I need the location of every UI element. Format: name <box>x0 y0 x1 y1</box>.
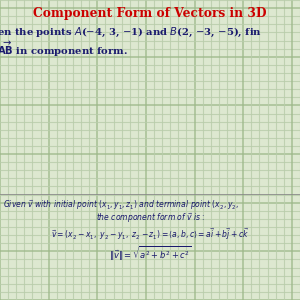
Text: $\|\vec{v}\| = \sqrt{a^2 + b^2 + c^2}$: $\|\vec{v}\| = \sqrt{a^2 + b^2 + c^2}$ <box>109 244 191 263</box>
Text: en the points $\mathbf{\mathit{A}}$($-$4, 3, $-$1) and $\mathbf{\mathit{B}}$(2, : en the points $\mathbf{\mathit{A}}$($-$4… <box>0 26 262 38</box>
Text: $the\ component\ form\ of\ \vec{v}\ is:$: $the\ component\ form\ of\ \vec{v}\ is:$ <box>95 212 205 225</box>
Text: $\vec{v} = (x_2 - x_1,\ y_2 - y_1,\ z_2 - z_1) = \langle a,b,c \rangle = a\vec{i: $\vec{v} = (x_2 - x_1,\ y_2 - y_1,\ z_2 … <box>51 226 249 242</box>
Text: $\overrightarrow{\mathbf{AB}}$ in component form.: $\overrightarrow{\mathbf{AB}}$ in compon… <box>0 40 128 59</box>
Text: Component Form of Vectors in 3D: Component Form of Vectors in 3D <box>33 8 267 20</box>
Text: $Given\ \vec{v}\ with\ initial\ point\ (x_1, y_1, z_1)\ and\ terminal\ point\ (x: $Given\ \vec{v}\ with\ initial\ point\ (… <box>3 198 239 212</box>
